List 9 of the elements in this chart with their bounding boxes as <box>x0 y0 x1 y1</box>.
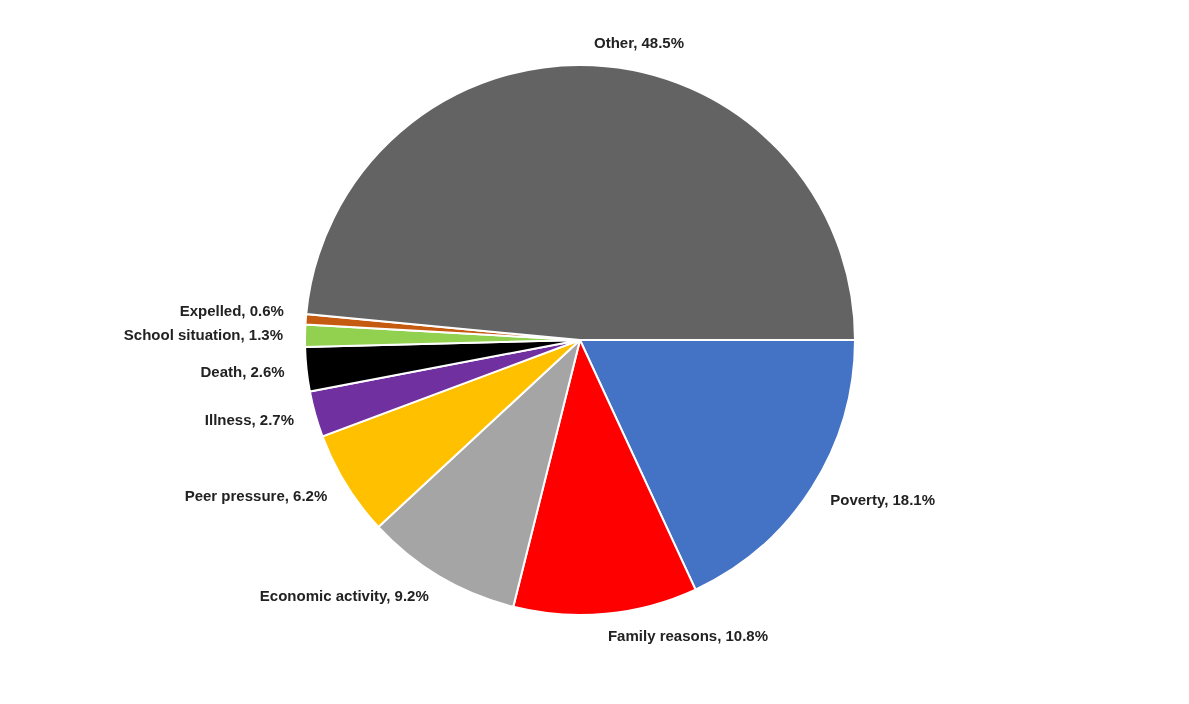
slice-label: Illness, 2.7% <box>204 411 295 429</box>
slice-label: Family reasons, 10.8% <box>607 626 769 644</box>
slice-label: Expelled, 0.6% <box>179 302 284 320</box>
slice-label: Poverty, 18.1% <box>830 490 936 508</box>
slice-label: Death, 2.6% <box>200 362 285 380</box>
slice-label: Economic activity, 9.2% <box>259 586 429 604</box>
slice-label: School situation, 1.3% <box>123 326 284 344</box>
slice-label: Other, 48.5% <box>593 34 685 52</box>
slice-label: Peer pressure, 6.2% <box>184 486 328 504</box>
